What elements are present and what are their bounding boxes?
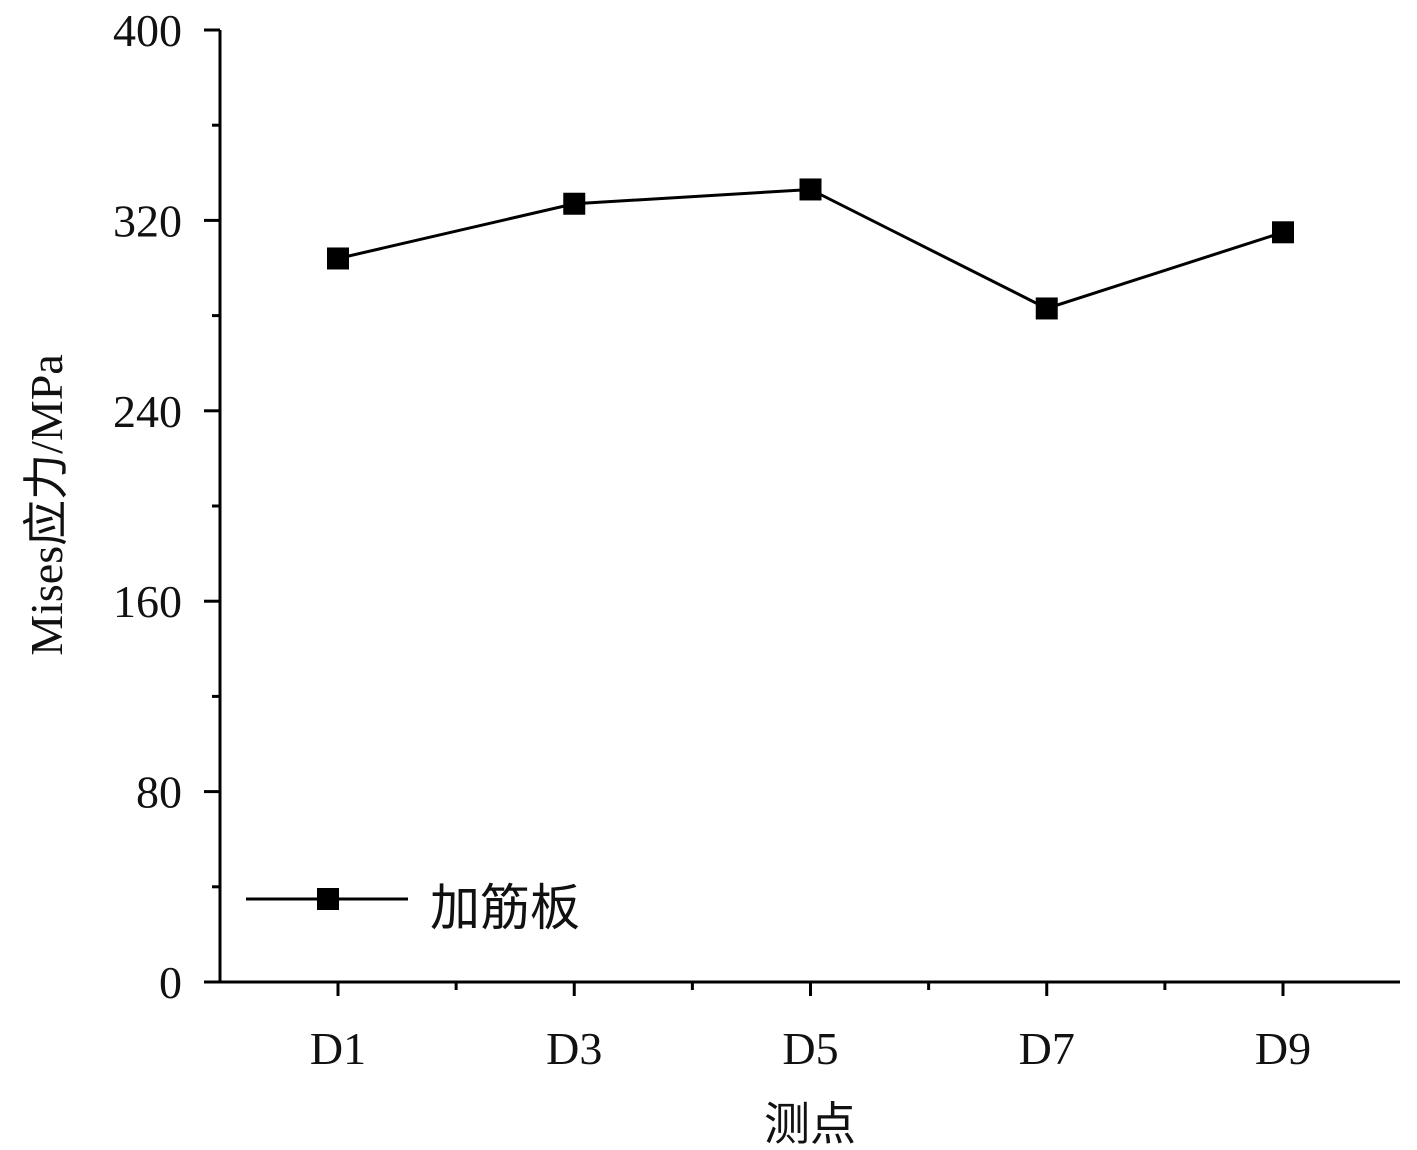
y-tick-label: 240 — [113, 386, 182, 437]
data-point-D5 — [799, 178, 822, 201]
y-tick-label: 0 — [159, 957, 182, 1008]
data-point-D1 — [327, 247, 349, 270]
y-tick-label: 160 — [113, 576, 182, 627]
x-tick-label: D3 — [546, 1023, 602, 1074]
x-axis-title: 测点 — [764, 1099, 856, 1150]
y-axis-ticks: 0 80 160 240 320 400 — [113, 5, 220, 1008]
data-point-D7 — [1035, 297, 1058, 320]
series-layer — [327, 178, 1294, 320]
x-tick-label: D7 — [1019, 1023, 1075, 1074]
data-point-D9 — [1272, 221, 1294, 244]
y-tick-label: 80 — [136, 767, 182, 818]
y-tick-label: 400 — [113, 5, 182, 56]
x-tick-label: D1 — [310, 1023, 366, 1074]
y-axis-title: Mises应力/MPa — [21, 354, 72, 656]
x-tick-label: D5 — [782, 1023, 838, 1074]
y-tick-label: 320 — [113, 195, 182, 246]
legend: 加筋板 — [246, 880, 580, 936]
x-axis-ticks: D1 D3 D5 D7 D9 — [310, 982, 1311, 1074]
axes — [218, 30, 1400, 984]
x-tick-label: D9 — [1255, 1023, 1311, 1074]
legend-marker — [317, 888, 339, 910]
series-line — [337, 187, 1284, 311]
legend-label: 加筋板 — [430, 880, 580, 936]
data-point-D3 — [563, 192, 586, 215]
